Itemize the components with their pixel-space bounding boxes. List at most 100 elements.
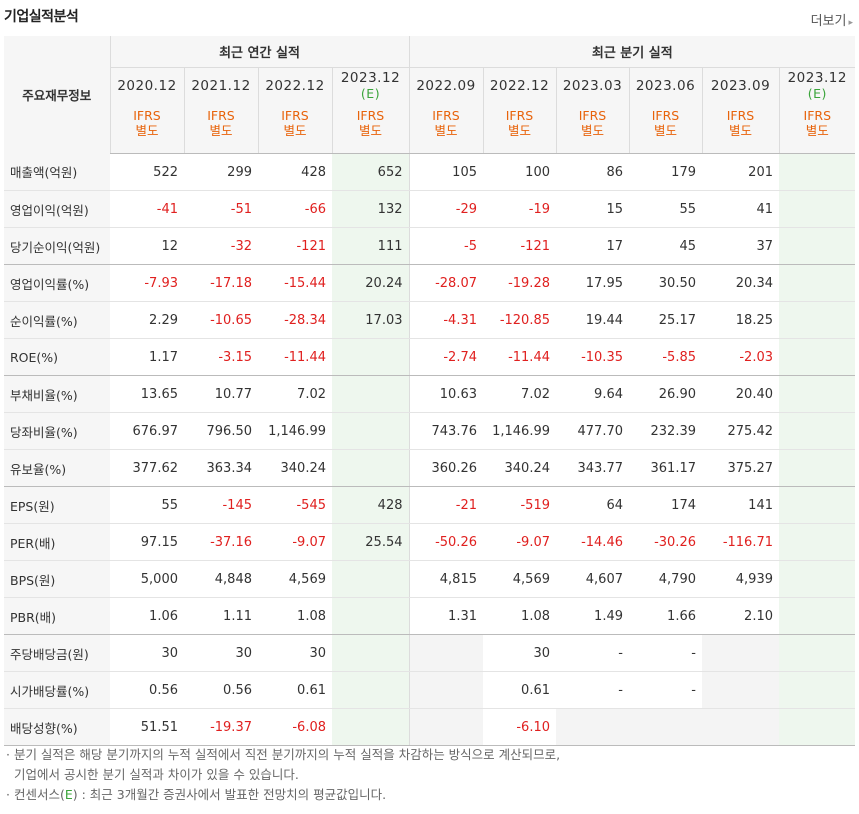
more-link[interactable]: 더보기 ▸ xyxy=(811,10,853,29)
period-header-3: 2023.12 (E) xyxy=(331,67,409,104)
table-cell: -9.07 xyxy=(483,523,556,561)
table-cell: 0.61 xyxy=(258,671,332,709)
ifrs-label: 별도 xyxy=(805,123,829,138)
ifrs-label: IFRS xyxy=(578,108,607,123)
table-cell: 1.11 xyxy=(184,597,258,635)
table-cell: 340.24 xyxy=(483,449,556,487)
table-cell: 201 xyxy=(702,153,779,191)
table-cell: 477.70 xyxy=(556,412,629,450)
table-cell: 1.31 xyxy=(408,597,483,635)
footnote-quarter-cont: 기업에서 공시한 분기 실적과 차이가 있을 수 있습니다. xyxy=(6,765,560,785)
table-cell xyxy=(779,375,856,413)
table-cell: -545 xyxy=(258,486,332,524)
table-body: 매출액(억원) 522 299 428 652 105 100 86 179 201 영업이익(억원… xyxy=(4,153,856,746)
table-cell: 55 xyxy=(629,190,702,228)
table-cell: 275.42 xyxy=(702,412,779,450)
table-cell: -2.74 xyxy=(408,338,483,376)
table-cell xyxy=(332,634,409,672)
table-cell xyxy=(779,264,856,302)
period-header-2: 2022.12 xyxy=(257,67,332,104)
period-date: 2021.12 xyxy=(191,77,251,94)
ifrs-label: 별도 xyxy=(283,123,307,138)
table-cell: -30.26 xyxy=(629,523,702,561)
table-cell: -66 xyxy=(258,190,332,228)
ifrs-header-5: IFRS 별도 xyxy=(482,104,556,154)
period-date: 2023.06 xyxy=(635,77,696,94)
ifrs-label: 별도 xyxy=(209,123,233,138)
table-cell xyxy=(779,708,856,746)
table-cell xyxy=(332,560,409,598)
table-cell: 10.63 xyxy=(408,375,483,413)
ifrs-header-3: IFRS 별도 xyxy=(331,104,409,154)
footnotes: · 분기 실적은 해당 분기까지의 누적 실적에서 직전 분기까지의 누적 실적… xyxy=(6,745,560,805)
estimate-marker: (E) xyxy=(360,86,381,101)
table-row: 배당성향(%) 51.51 -19.37 -6.08 -6.10 xyxy=(4,708,856,746)
table-row: EPS(원) 55 -145 -545 428 -21 -519 64 174 141 xyxy=(4,486,856,524)
period-date: 2022.12 xyxy=(265,77,325,94)
table-cell: - xyxy=(629,634,702,672)
table-cell: -11.44 xyxy=(483,338,556,376)
table-cell: 522 xyxy=(110,153,184,191)
table-cell xyxy=(779,560,856,598)
ifrs-label: IFRS xyxy=(432,108,460,123)
table-cell: -7.93 xyxy=(110,264,184,302)
table-cell: -41 xyxy=(110,190,184,228)
table-cell: 0.56 xyxy=(110,671,184,709)
row-label: 매출액(억원) xyxy=(4,153,110,191)
table-cell: 30 xyxy=(110,634,184,672)
table-cell xyxy=(779,634,856,672)
table-cell: 2.29 xyxy=(110,301,184,339)
table-cell: 4,790 xyxy=(629,560,702,598)
table-cell: -5 xyxy=(408,227,483,265)
row-label: PBR(배) xyxy=(4,597,110,635)
row-label: 영업이익률(%) xyxy=(4,264,110,302)
table-cell xyxy=(702,671,779,709)
table-cell: - xyxy=(556,634,629,672)
table-cell: 4,569 xyxy=(483,560,556,598)
table-cell: -15.44 xyxy=(258,264,332,302)
table-cell: -28.34 xyxy=(258,301,332,339)
table-cell: 361.17 xyxy=(629,449,702,487)
table-cell xyxy=(779,486,856,524)
row-label: 영업이익(억원) xyxy=(4,190,110,228)
table-cell: -5.85 xyxy=(629,338,702,376)
table-cell: 299 xyxy=(184,153,258,191)
table-cell: 10.77 xyxy=(184,375,258,413)
table-cell: 1.66 xyxy=(629,597,702,635)
ifrs-label: IFRS xyxy=(356,108,385,123)
table-cell: 1,146.99 xyxy=(258,412,332,450)
table-cell: -3.15 xyxy=(184,338,258,376)
table-cell: 17.95 xyxy=(556,264,629,302)
table-cell xyxy=(779,597,856,635)
table-cell: 4,607 xyxy=(556,560,629,598)
ifrs-header-1: IFRS 별도 xyxy=(183,104,258,154)
financial-table: 주요재무정보 최근 연간 실적 최근 분기 실적 2020.12 2021.12 2… xyxy=(4,36,856,746)
ifrs-label: 별도 xyxy=(434,123,458,138)
period-date: 2020.12 xyxy=(117,77,177,94)
table-cell: -17.18 xyxy=(184,264,258,302)
more-label[interactable]: 더보기 xyxy=(810,14,847,29)
table-cell: 7.02 xyxy=(483,375,556,413)
row-label: 부채비율(%) xyxy=(4,375,110,413)
row-label: 당좌비율(%) xyxy=(4,412,110,450)
table-cell xyxy=(779,523,856,561)
table-cell xyxy=(779,671,856,709)
period-header-4: 2022.09 xyxy=(408,67,483,104)
table-cell: 232.39 xyxy=(629,412,702,450)
table-cell: 132 xyxy=(332,190,409,228)
footnote-line-3-est: E xyxy=(64,787,73,802)
table-cell: 18.25 xyxy=(702,301,779,339)
period-header-6: 2023.03 xyxy=(555,67,629,104)
table-cell: -6.08 xyxy=(258,708,332,746)
footnote-consensus: · 컨센서스(E) : 최근 3개월간 증권사에서 발표한 전망치의 평균값입니… xyxy=(6,787,387,802)
table-cell: 111 xyxy=(332,227,409,265)
ifrs-label: 별도 xyxy=(507,123,531,138)
row-label: 시가배당률(%) xyxy=(4,671,110,709)
ifrs-label: 별도 xyxy=(135,123,159,138)
table-cell xyxy=(332,597,409,635)
ifrs-label: 별도 xyxy=(358,123,382,138)
table-cell: -121 xyxy=(258,227,332,265)
ifrs-label: IFRS xyxy=(726,108,755,123)
table-cell: 179 xyxy=(629,153,702,191)
table-cell: 30 xyxy=(483,634,556,672)
